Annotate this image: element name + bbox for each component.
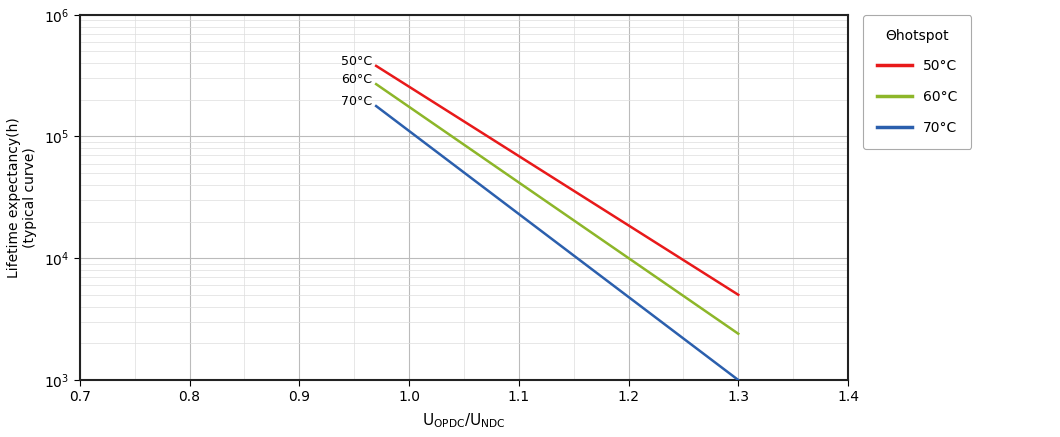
50°C <box>370 63 383 69</box>
Y-axis label: Lifetime expectancy(h)
(typical curve): Lifetime expectancy(h) (typical curve) <box>7 117 37 278</box>
Line: 70°C: 70°C <box>376 106 738 380</box>
Legend: 50°C, 60°C, 70°C: 50°C, 60°C, 70°C <box>863 15 971 149</box>
Line: 50°C: 50°C <box>376 66 738 295</box>
Text: 60°C: 60°C <box>341 73 372 86</box>
50°C <box>731 292 744 298</box>
Text: 50°C: 50°C <box>341 55 372 67</box>
60°C <box>731 331 744 336</box>
Line: 60°C: 60°C <box>376 84 738 334</box>
60°C <box>370 82 383 87</box>
70°C <box>731 378 744 383</box>
X-axis label: U$_{\mathrm{OPDC}}$/U$_{\mathrm{NDC}}$: U$_{\mathrm{OPDC}}$/U$_{\mathrm{NDC}}$ <box>422 411 506 430</box>
70°C <box>370 104 383 109</box>
Text: 70°C: 70°C <box>341 95 372 108</box>
